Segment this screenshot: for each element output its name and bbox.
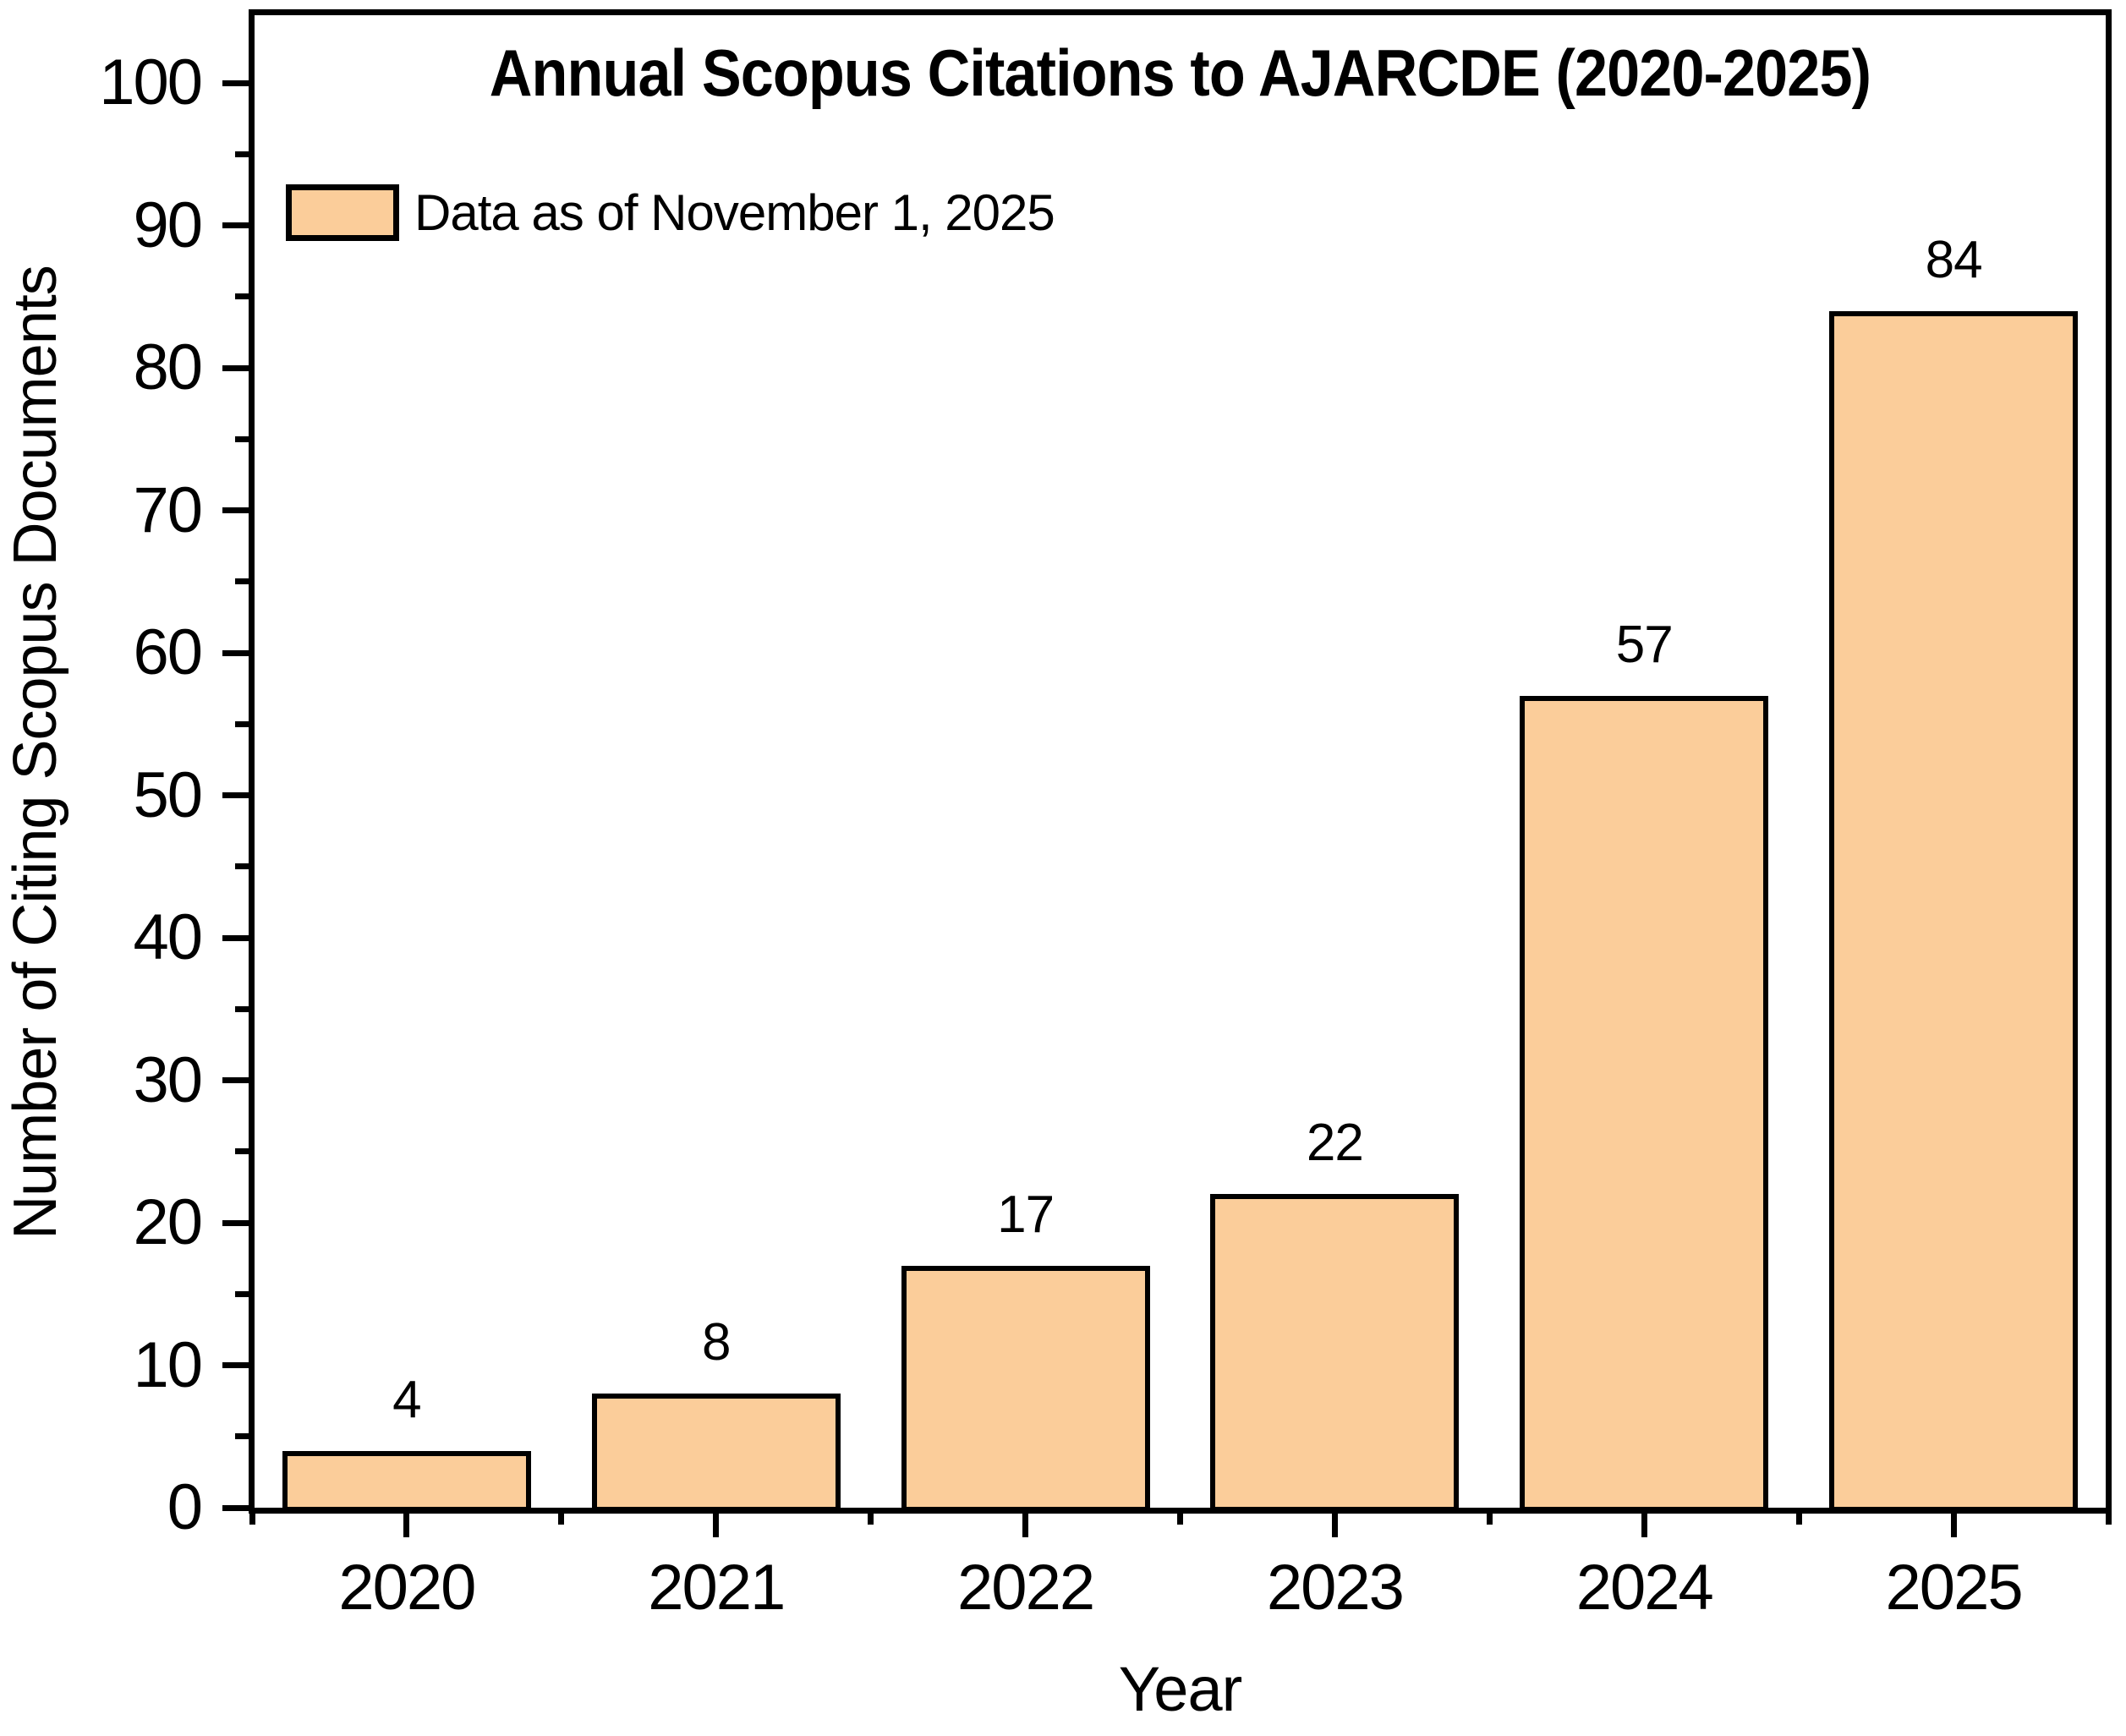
x-tick-label-2022: 2022	[957, 1552, 1095, 1624]
bar-2025	[1829, 310, 2079, 1512]
x-major-tick-2025	[1950, 1510, 1957, 1537]
y-major-tick-100	[222, 79, 249, 86]
y-major-tick-0	[222, 1504, 249, 1511]
chart-title: Annual Scopus Citations to AJARCDE (2020…	[252, 32, 2108, 113]
x-major-tick-2023	[1331, 1510, 1338, 1537]
x-axis-title: Year	[1118, 1654, 1243, 1724]
bar-value-label-2021: 8	[702, 1313, 731, 1372]
x-minor-tick-4	[1486, 1510, 1493, 1525]
y-major-tick-10	[222, 1362, 249, 1368]
y-tick-label-30: 30	[133, 1043, 203, 1116]
y-tick-label-70: 70	[133, 474, 203, 546]
y-minor-tick-5	[235, 1433, 249, 1440]
y-minor-tick-15	[235, 1290, 249, 1297]
x-major-tick-2022	[1022, 1510, 1029, 1537]
y-minor-tick-75	[235, 435, 249, 442]
y-minor-tick-95	[235, 151, 249, 157]
y-major-tick-30	[222, 1077, 249, 1083]
y-major-tick-80	[222, 364, 249, 371]
bar-value-label-2025: 84	[1925, 230, 1983, 289]
y-tick-label-60: 60	[133, 616, 203, 688]
y-minor-tick-25	[235, 1148, 249, 1155]
bar-value-label-2024: 57	[1615, 615, 1674, 674]
y-major-tick-60	[222, 649, 249, 656]
y-minor-tick-65	[235, 578, 249, 585]
y-minor-tick-35	[235, 1005, 249, 1012]
bar-2022	[901, 1265, 1150, 1512]
bar-2020	[282, 1450, 531, 1512]
y-tick-label-80: 80	[133, 331, 203, 403]
y-tick-label-0: 0	[167, 1471, 203, 1543]
x-major-tick-2021	[713, 1510, 720, 1537]
y-major-tick-40	[222, 934, 249, 941]
x-major-tick-2020	[403, 1510, 410, 1537]
legend: Data as of November 1, 2025	[286, 184, 1055, 241]
x-minor-tick-6	[2105, 1510, 2112, 1525]
y-tick-label-90: 90	[133, 189, 203, 261]
x-tick-label-2024: 2024	[1575, 1552, 1714, 1624]
x-tick-label-2020: 2020	[338, 1552, 476, 1624]
x-minor-tick-0	[249, 1510, 255, 1525]
bar-value-label-2022: 17	[997, 1185, 1055, 1244]
y-tick-label-100: 100	[99, 47, 203, 118]
x-tick-label-2025: 2025	[1885, 1552, 2024, 1624]
y-minor-tick-85	[235, 293, 249, 300]
y-major-tick-20	[222, 1219, 249, 1226]
y-tick-label-10: 10	[133, 1328, 203, 1401]
x-tick-label-2023: 2023	[1266, 1552, 1405, 1624]
x-tick-label-2021: 2021	[648, 1552, 786, 1624]
chart-title-text: Annual Scopus Citations to AJARCDE (2020…	[489, 36, 1871, 110]
x-major-tick-2024	[1641, 1510, 1647, 1537]
y-tick-label-40: 40	[133, 901, 203, 973]
bar-value-label-2023: 22	[1306, 1114, 1364, 1173]
bar-2021	[591, 1394, 841, 1512]
bar-value-label-2020: 4	[392, 1370, 421, 1429]
y-tick-label-20: 20	[133, 1186, 203, 1258]
x-minor-tick-1	[558, 1510, 565, 1525]
legend-swatch	[286, 184, 399, 241]
x-minor-tick-5	[1795, 1510, 1802, 1525]
x-minor-tick-2	[868, 1510, 874, 1525]
bar-2024	[1520, 695, 1769, 1512]
y-minor-tick-45	[235, 863, 249, 870]
y-major-tick-90	[222, 222, 249, 228]
legend-label: Data as of November 1, 2025	[414, 184, 1055, 241]
y-tick-label-50: 50	[133, 758, 203, 831]
y-major-tick-50	[222, 792, 249, 798]
bar-2023	[1210, 1194, 1460, 1512]
x-minor-tick-3	[1177, 1510, 1183, 1525]
y-minor-tick-55	[235, 720, 249, 727]
y-major-tick-70	[222, 507, 249, 513]
